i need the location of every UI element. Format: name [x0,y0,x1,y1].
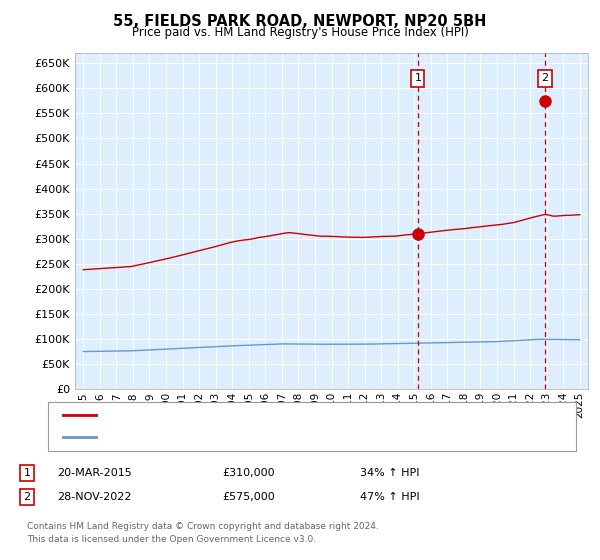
Text: 2: 2 [542,73,549,83]
Text: 28-NOV-2022: 28-NOV-2022 [57,492,131,502]
Text: 2: 2 [23,492,31,502]
Text: 1: 1 [415,73,421,83]
Text: 55, FIELDS PARK ROAD, NEWPORT, NP20 5BH (detached house): 55, FIELDS PARK ROAD, NEWPORT, NP20 5BH … [102,410,433,421]
Text: 20-MAR-2015: 20-MAR-2015 [57,468,132,478]
Text: Price paid vs. HM Land Registry's House Price Index (HPI): Price paid vs. HM Land Registry's House … [131,26,469,39]
Text: 55, FIELDS PARK ROAD, NEWPORT, NP20 5BH: 55, FIELDS PARK ROAD, NEWPORT, NP20 5BH [113,14,487,29]
Text: 1: 1 [23,468,31,478]
Text: 34% ↑ HPI: 34% ↑ HPI [360,468,419,478]
Text: £575,000: £575,000 [222,492,275,502]
Text: £310,000: £310,000 [222,468,275,478]
Text: Contains HM Land Registry data © Crown copyright and database right 2024.
This d: Contains HM Land Registry data © Crown c… [27,522,379,544]
Text: 47% ↑ HPI: 47% ↑ HPI [360,492,419,502]
Text: HPI: Average price, detached house, Newport: HPI: Average price, detached house, Newp… [102,432,339,442]
